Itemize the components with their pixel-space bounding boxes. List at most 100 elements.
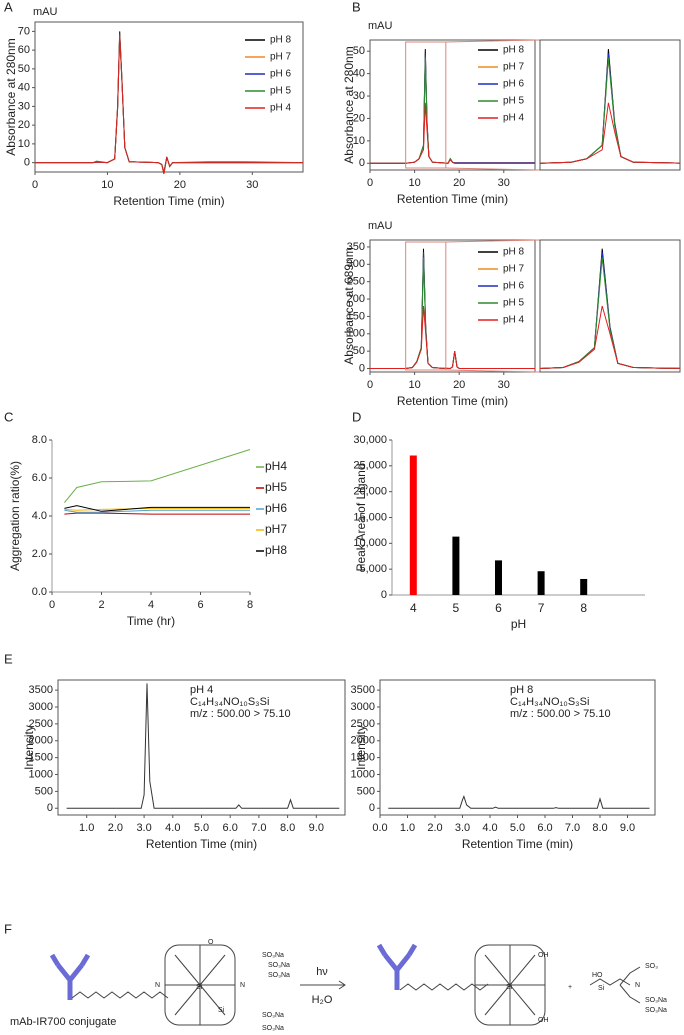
y-tick-label: 10,000: [353, 537, 387, 549]
ir700-rings-left: [165, 945, 235, 1025]
zoom-connector: [445, 369, 541, 373]
x-tick-label: 3.0: [455, 822, 470, 834]
y-tick-label: 20: [353, 112, 365, 124]
zoom-box: [405, 41, 447, 169]
x-tick-label: 0.0: [372, 822, 387, 834]
y-tick-label: 250: [347, 276, 365, 288]
panel-letter: B: [352, 0, 361, 14]
y-tick-label: 2000: [29, 735, 53, 747]
arrow-label: H₂O: [312, 994, 333, 1006]
series-line: [370, 57, 535, 164]
y-tick-label: 5,000: [359, 563, 387, 575]
annotation: pH 4: [190, 684, 213, 696]
y-tick-label: 1500: [29, 752, 53, 764]
legend-label: pH 6: [270, 69, 292, 80]
y-tick-label: 2500: [29, 718, 53, 730]
y-tick-label: 50: [353, 345, 365, 357]
inset-line: [540, 257, 680, 369]
plot-frame: [369, 239, 536, 373]
y-tick-label: 2500: [351, 718, 375, 730]
x-axis-title: pH: [511, 617, 526, 631]
legend-label: pH8: [265, 543, 287, 557]
x-tick-label: 1.0: [400, 822, 415, 834]
bar: [409, 455, 417, 595]
y-tick-label: 0: [359, 362, 365, 374]
annotation: C₁₄H₃₄NO₁₀S₃Si: [510, 696, 589, 708]
x-tick-label: 0: [367, 379, 373, 391]
legend-label: pH 5: [503, 298, 525, 309]
annotation: pH 8: [510, 684, 533, 696]
panel-letter: A: [4, 0, 13, 14]
y-tick-label: 100: [347, 328, 365, 340]
series-line: [64, 505, 250, 512]
bar: [580, 578, 588, 595]
x-axis-title: Retention Time (min): [113, 194, 224, 208]
series-line: [35, 35, 303, 175]
inset-line: [540, 305, 680, 369]
x-tick-label: 3.0: [136, 822, 151, 834]
panel-letter: F: [4, 921, 12, 936]
legend-label: pH5: [265, 480, 287, 494]
y-tick-label: 1000: [29, 768, 53, 780]
x-tick-label: 4: [148, 599, 154, 611]
x-tick-label: 2.0: [427, 822, 442, 834]
y-tick-label: 3500: [351, 684, 375, 696]
x-tick-label: 20: [174, 179, 186, 191]
silanol-chain: [589, 966, 641, 1004]
y-tick-label: 350: [347, 241, 365, 253]
x-tick-label: 8: [580, 601, 587, 615]
y-tick-label: 0: [381, 589, 387, 601]
inset: [540, 248, 680, 369]
x-tick-label: 6: [197, 599, 203, 611]
y-axis-title: Intensity: [354, 725, 368, 770]
inset-frame: [539, 239, 681, 373]
series-line: [35, 33, 303, 173]
atom-label: SO₃Na: [262, 1025, 284, 1032]
y-tick-label: 30,000: [353, 434, 387, 446]
y-tick-label: 8.0: [32, 434, 47, 446]
panel-letter: C: [4, 409, 13, 424]
inset-line: [540, 53, 680, 164]
legend-label: pH 4: [503, 113, 525, 124]
x-tick-label: 30: [246, 179, 258, 191]
y-tick-label: 20,000: [353, 486, 387, 498]
y-tick-label: 0: [47, 802, 53, 814]
y-tick-label: 10: [18, 138, 30, 150]
y-tick-label: 60: [18, 44, 30, 56]
inset-line: [540, 102, 680, 164]
unit-label: mAU: [368, 20, 393, 32]
y-tick-label: 150: [347, 310, 365, 322]
y-tick-label: 3000: [351, 701, 375, 713]
scheme-drawing: [49, 943, 641, 1026]
inset-line: [540, 253, 680, 369]
series-line: [388, 794, 650, 809]
y-tick-label: 20: [18, 119, 30, 131]
x-tick-label: 0: [49, 599, 55, 611]
y-tick-label: 70: [18, 25, 30, 37]
y-tick-label: 300: [347, 258, 365, 270]
inset-line: [540, 57, 680, 164]
x-tick-label: 1.0: [79, 822, 94, 834]
x-tick-label: 10: [408, 177, 420, 189]
legend-label: pH 6: [503, 79, 525, 90]
annotation: m/z : 500.00 > 75.10: [510, 708, 611, 720]
x-axis-title: Time (hr): [127, 614, 175, 628]
legend-label: pH6: [265, 501, 287, 515]
x-tick-label: 10: [101, 179, 113, 191]
zoom-box: [405, 241, 447, 371]
atom-label: SO₃: [645, 963, 658, 970]
bar: [452, 536, 460, 595]
x-tick-label: 6: [495, 601, 502, 615]
atom-label: SO₃Na: [262, 952, 284, 959]
series-line: [35, 35, 304, 173]
series-line: [370, 102, 535, 164]
y-tick-label: 1500: [351, 752, 375, 764]
series-line: [35, 33, 303, 175]
plot-frame: [369, 39, 536, 171]
x-axis-title: Retention Time (min): [397, 394, 508, 408]
x-tick-label: 7: [538, 601, 545, 615]
panel-letter: D: [352, 409, 361, 424]
x-tick-label: 10: [408, 379, 420, 391]
atom-label: N: [240, 982, 245, 989]
inset-line: [540, 248, 680, 369]
